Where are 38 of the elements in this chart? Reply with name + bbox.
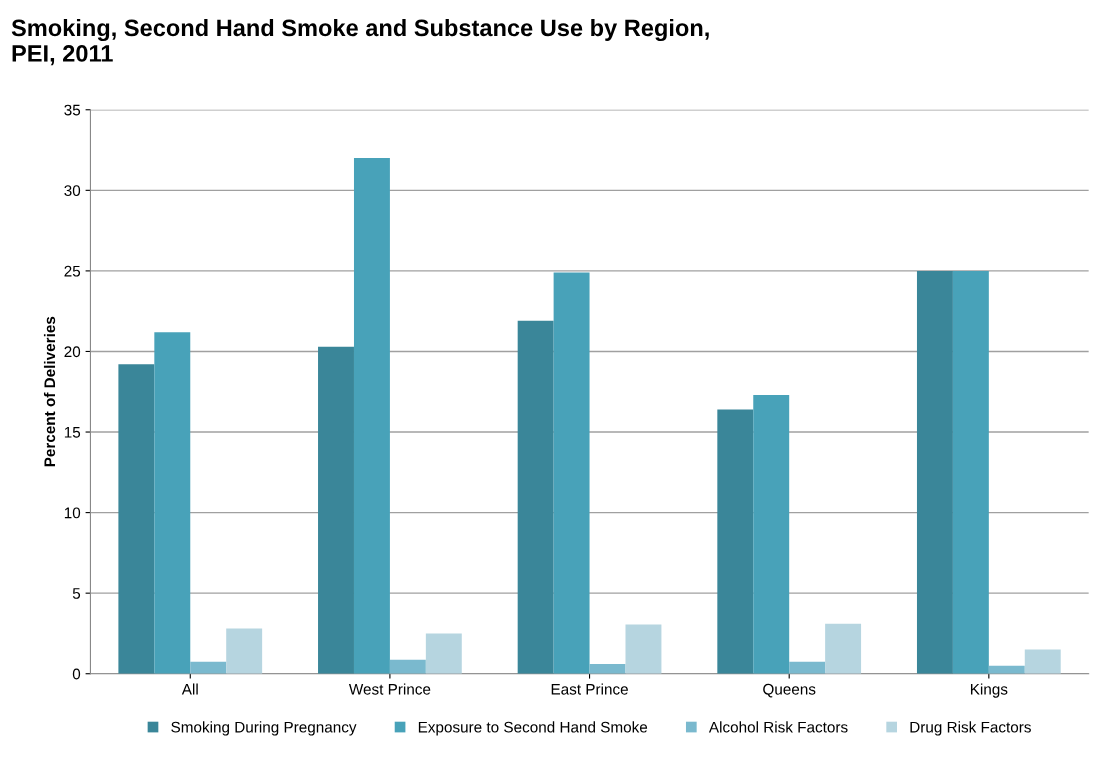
x-tick-label: All xyxy=(181,683,198,695)
bar xyxy=(318,346,354,674)
y-tick-label: 25 xyxy=(64,265,81,277)
bar xyxy=(226,628,263,674)
bar xyxy=(425,633,462,674)
bar xyxy=(625,624,662,674)
y-tick-label: 15 xyxy=(64,427,81,438)
bar xyxy=(952,270,989,674)
bar xyxy=(825,623,862,674)
bar xyxy=(353,158,390,674)
legend-label: Alcohol Risk Factors xyxy=(708,721,848,733)
legend-label: Drug Risk Factors xyxy=(910,721,1031,736)
y-tick-label: 30 xyxy=(64,185,81,197)
bar xyxy=(589,664,626,674)
bar xyxy=(118,364,155,674)
bar xyxy=(190,661,227,674)
legend-label: Exposure to Second Hand Smoke xyxy=(418,721,648,736)
y-tick-label: 20 xyxy=(64,346,81,358)
bar xyxy=(1024,649,1061,674)
bar xyxy=(916,270,953,674)
y-tick-label: 5 xyxy=(72,588,81,599)
x-tick-label: East Prince xyxy=(551,683,628,695)
x-tick-label: Kings xyxy=(970,683,1008,698)
bar xyxy=(154,332,191,674)
x-tick-label: Queens xyxy=(763,683,816,698)
y-tick-label: 10 xyxy=(64,507,81,519)
y-axis-title: Percent of Deliveries xyxy=(43,316,56,467)
bar xyxy=(789,661,826,674)
bar xyxy=(553,272,590,674)
chart-title: Smoking, Second Hand Smoke and Substance Use by Region, PEI, 2011 xyxy=(11,18,709,66)
y-tick-label: 35 xyxy=(64,104,81,116)
bar xyxy=(717,409,754,674)
bar xyxy=(517,320,554,674)
legend-label: Smoking During Pregnancy xyxy=(171,721,357,736)
y-tick-label: 0 xyxy=(72,668,81,680)
x-tick-label: West Prince xyxy=(348,683,431,695)
bar xyxy=(389,659,426,674)
bar xyxy=(753,394,790,674)
